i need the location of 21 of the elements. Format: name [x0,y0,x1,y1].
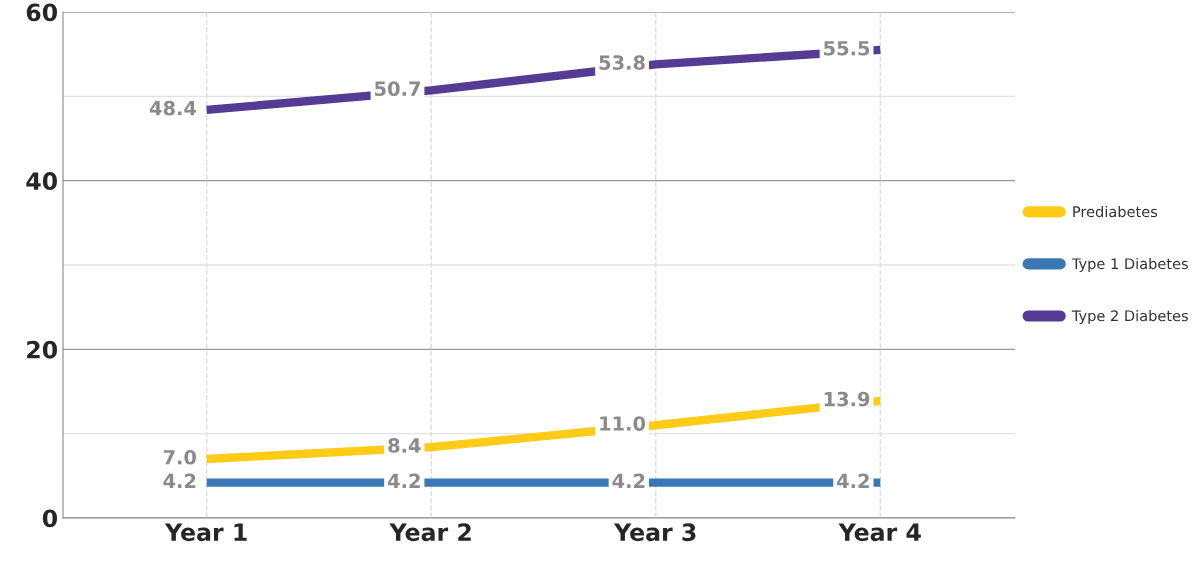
data-label: 11.0 [600,416,646,431]
data-label: 13.9 [824,391,870,407]
data-label: 4.2 [163,473,196,488]
x-tick-label: Year 1 [164,523,247,542]
data-label: 50.7 [375,81,420,97]
y-tick-label: 0 [42,509,58,528]
legend-label: Type 2 Diabetes [1071,309,1188,325]
data-label: 4.2 [387,473,420,488]
legend-label: Type 1 Diabetes [1071,257,1188,273]
y-tick-label: 40 [26,172,58,190]
data-label: 53.8 [599,55,645,70]
data-label: 7.0 [163,449,197,465]
x-tick-label: Year 3 [613,523,696,542]
data-label: 48.4 [149,100,197,116]
data-label: 8.4 [388,438,421,453]
x-tick-label: Year 2 [389,523,471,542]
y-tick-label: 20 [27,340,58,359]
y-tick-label: 60 [26,3,58,22]
legend-label: Prediabetes [1073,205,1158,218]
data-label: 55.5 [824,41,870,56]
x-tick-label: Year 4 [838,523,921,542]
